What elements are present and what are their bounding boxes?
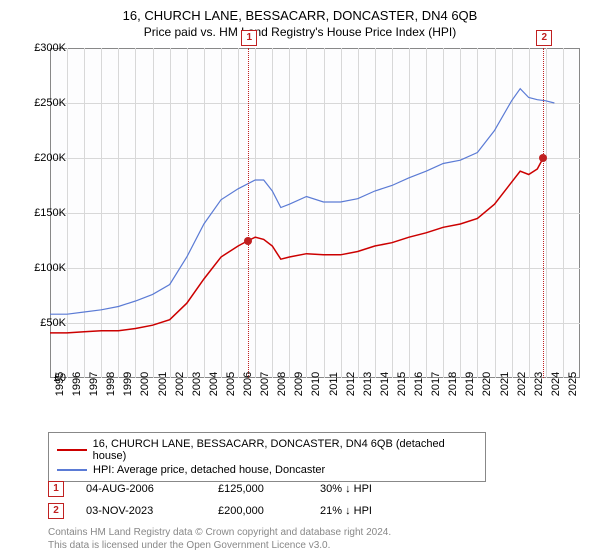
x-tick-label: 2025 <box>567 372 579 396</box>
marker-date: 04-AUG-2006 <box>86 483 196 495</box>
marker-price: £125,000 <box>218 483 298 495</box>
marker-row: 1 04-AUG-2006 £125,000 30% ↓ HPI <box>48 478 410 500</box>
marker-pct: 30% ↓ HPI <box>320 483 410 495</box>
marker-badge: 2 <box>48 503 64 519</box>
legend-label: HPI: Average price, detached house, Donc… <box>93 464 325 476</box>
chart-container: 16, CHURCH LANE, BESSACARR, DONCASTER, D… <box>0 0 600 560</box>
x-tick-label: 2000 <box>139 372 151 396</box>
chart-title: 16, CHURCH LANE, BESSACARR, DONCASTER, D… <box>0 0 600 23</box>
y-tick-label: £150K <box>34 207 66 219</box>
marker-dot <box>244 237 252 245</box>
x-tick-label: 2002 <box>174 372 186 396</box>
footer-line: This data is licensed under the Open Gov… <box>48 539 391 552</box>
marker-badge: 1 <box>241 30 257 46</box>
x-tick-label: 2010 <box>310 372 322 396</box>
y-tick-label: £100K <box>34 262 66 274</box>
legend-item: 16, CHURCH LANE, BESSACARR, DONCASTER, D… <box>57 437 477 463</box>
marker-dot <box>539 154 547 162</box>
y-tick-label: £200K <box>34 152 66 164</box>
legend: 16, CHURCH LANE, BESSACARR, DONCASTER, D… <box>48 432 486 482</box>
x-tick-label: 2023 <box>533 372 545 396</box>
marker-badge: 1 <box>48 481 64 497</box>
x-tick-label: 2013 <box>362 372 374 396</box>
legend-swatch <box>57 469 87 471</box>
x-tick-label: 2017 <box>430 372 442 396</box>
x-tick-label: 1997 <box>88 372 100 396</box>
x-tick-label: 2001 <box>157 372 169 396</box>
x-tick-label: 1995 <box>54 372 66 396</box>
x-tick-label: 2011 <box>328 372 340 396</box>
x-tick-label: 2020 <box>481 372 493 396</box>
x-tick-label: 2006 <box>242 372 254 396</box>
chart-lines <box>50 48 580 378</box>
marker-badge: 2 <box>536 30 552 46</box>
x-tick-label: 2007 <box>259 372 271 396</box>
x-tick-label: 2016 <box>413 372 425 396</box>
x-tick-label: 2024 <box>550 372 562 396</box>
footer: Contains HM Land Registry data © Crown c… <box>48 526 391 552</box>
legend-label: 16, CHURCH LANE, BESSACARR, DONCASTER, D… <box>93 438 477 462</box>
x-tick-label: 2012 <box>345 372 357 396</box>
marker-table: 1 04-AUG-2006 £125,000 30% ↓ HPI 2 03-NO… <box>48 478 410 522</box>
footer-line: Contains HM Land Registry data © Crown c… <box>48 526 391 539</box>
y-tick-label: £300K <box>34 42 66 54</box>
x-tick-label: 2003 <box>191 372 203 396</box>
x-tick-label: 1998 <box>105 372 117 396</box>
marker-pct: 21% ↓ HPI <box>320 505 410 517</box>
x-tick-label: 2015 <box>396 372 408 396</box>
x-tick-label: 2018 <box>447 372 459 396</box>
series-line <box>50 158 543 333</box>
marker-row: 2 03-NOV-2023 £200,000 21% ↓ HPI <box>48 500 410 522</box>
x-tick-label: 2022 <box>516 372 528 396</box>
y-tick-label: £50K <box>40 317 66 329</box>
series-line <box>50 89 554 315</box>
x-tick-label: 2021 <box>499 372 511 396</box>
x-tick-label: 1999 <box>122 372 134 396</box>
legend-item: HPI: Average price, detached house, Donc… <box>57 463 477 477</box>
marker-price: £200,000 <box>218 505 298 517</box>
x-tick-label: 2014 <box>379 372 391 396</box>
marker-date: 03-NOV-2023 <box>86 505 196 517</box>
x-tick-label: 2019 <box>464 372 476 396</box>
x-tick-label: 2008 <box>276 372 288 396</box>
x-tick-label: 2009 <box>293 372 305 396</box>
chart-area: 12 <box>50 48 580 378</box>
x-tick-label: 1996 <box>71 372 83 396</box>
legend-swatch <box>57 449 87 451</box>
x-tick-label: 2005 <box>225 372 237 396</box>
y-tick-label: £250K <box>34 97 66 109</box>
x-tick-label: 2004 <box>208 372 220 396</box>
chart-subtitle: Price paid vs. HM Land Registry's House … <box>0 23 600 43</box>
